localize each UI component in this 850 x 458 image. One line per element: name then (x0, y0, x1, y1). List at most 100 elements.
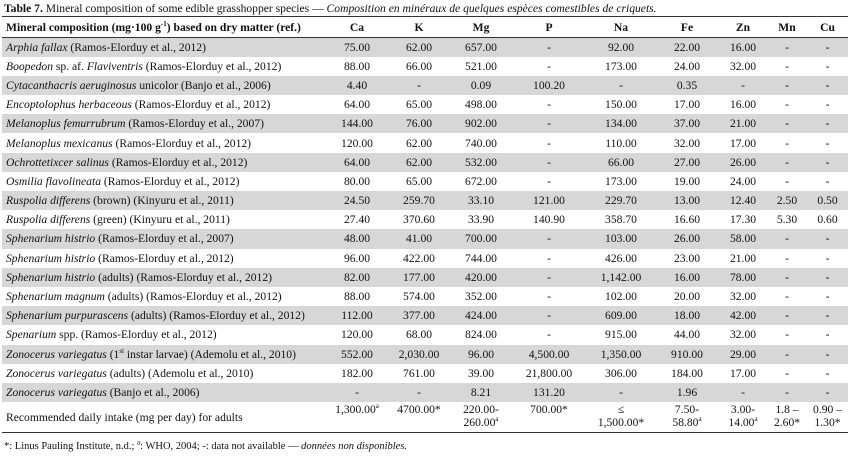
value-cell: - (619, 385, 623, 399)
value-cell: - (825, 385, 830, 399)
value-cell: 75.00 (343, 40, 371, 54)
value-cell: 173.00 (605, 174, 637, 188)
species-ref: (Ramos-Elorduy et al., 2012) (143, 290, 282, 304)
value-cell: - (547, 309, 551, 323)
value-cell: - (825, 232, 830, 246)
caption-label: Table 7. (4, 2, 43, 15)
recommended-value: 3.00- 14.00a (728, 403, 758, 429)
species-name-2: Flaviventris (86, 59, 143, 73)
value-cell: 532.00 (465, 155, 497, 169)
recommended-value: 1.8 –2.60* (773, 403, 801, 429)
value-cell: 182.00 (341, 366, 373, 380)
value-cell: - (825, 98, 830, 112)
species-cell: Spenarium spp. (Ramos-Elorduy et al., 20… (2, 325, 327, 344)
species-ref: (Ramos-Elorduy et al., 2012) (101, 174, 240, 188)
value-cell: 16.00 (729, 98, 757, 112)
header-fe: Fe (655, 16, 719, 38)
value-cell: - (785, 251, 789, 265)
species-ref: (Kinyuru et al., 2011) (126, 213, 230, 227)
species-detail-sup: st (119, 346, 125, 355)
value-cell: 33.10 (467, 194, 495, 208)
value-cell: 574.00 (403, 290, 435, 304)
species-name: Zonocerus variegatus (6, 347, 107, 361)
value-cell: 13.00 (673, 194, 701, 208)
value-cell: 700.00 (465, 232, 497, 246)
value-cell: 32.00 (729, 290, 757, 304)
value-cell: 66.00 (607, 155, 635, 169)
value-cell: 0.09 (470, 78, 492, 92)
value-cell: 44.00 (673, 328, 701, 342)
species-cell: Sphenarium histrio (adults) (Ramos-Elord… (2, 268, 327, 287)
species-detail: sp. af. (53, 59, 87, 73)
value-cell: 915.00 (605, 328, 637, 342)
value-cell: - (741, 385, 745, 399)
species-ref: (Ramos-Elorduy et al., 2012) (131, 98, 271, 112)
species-name: Sphenarium histrio (6, 251, 96, 265)
species-cell: Arphia fallax (Ramos-Elorduy et al., 201… (2, 38, 327, 57)
value-cell: 824.00 (465, 328, 497, 342)
species-cell: Sphenarium magnum (adults) (Ramos-Elordu… (2, 287, 327, 306)
recommended-value: 700.00* (530, 403, 568, 417)
header-mg: Mg (451, 16, 511, 38)
species-ref: (Ramos-Elorduy et al., 2012) (95, 251, 234, 265)
value-cell: 68.00 (405, 328, 433, 342)
value-cell: 27.40 (343, 213, 371, 227)
table-row: Sphenarium histrio (Ramos-Elorduy et al.… (2, 229, 848, 249)
value-cell: - (825, 136, 830, 150)
value-cell: 134.00 (605, 117, 637, 131)
value-cell: 17.00 (729, 136, 757, 150)
value-cell: - (785, 366, 789, 380)
value-cell: 424.00 (465, 309, 497, 323)
header-zn: Zn (719, 16, 767, 38)
value-cell: - (547, 270, 551, 284)
species-cell: Melanoplus femurrubrum (Ramos-Elorduy et… (2, 114, 327, 133)
value-cell: 21,800.00 (525, 366, 573, 380)
value-cell: 21.00 (729, 251, 757, 265)
value-cell: 17.00 (673, 98, 701, 112)
species-ref: (Banjo et al., 2006) (106, 385, 200, 399)
value-cell: 16.00 (729, 40, 757, 54)
value-cell: 66.00 (405, 59, 433, 73)
recommended-label: Recommended daily intake (mg per day) fo… (6, 410, 243, 424)
value-cell: - (547, 328, 551, 342)
table-row: Arphia fallax (Ramos-Elorduy et al., 201… (2, 37, 848, 57)
value-cell: 96.00 (343, 251, 371, 265)
species-cell: Sphenarium histrio (Ramos-Elorduy et al.… (2, 229, 327, 248)
header-row: Mineral composition (mg·100 g-1) based o… (2, 16, 848, 38)
value-cell: 377.00 (403, 309, 435, 323)
header-na: Na (587, 16, 655, 38)
value-cell: - (547, 251, 551, 265)
species-ref: (Ramos-Elorduy et al., 2007) (125, 117, 264, 131)
table-footnote: *: Linus Pauling Institute, n.d.; a: WHO… (4, 438, 408, 452)
species-detail: (green) (90, 213, 127, 227)
value-cell: 150.00 (605, 98, 637, 112)
value-cell: 902.00 (465, 117, 497, 131)
value-cell: 1,350.00 (600, 347, 642, 361)
species-cell: Cytacanthacris aeruginosus unicolor (Ban… (2, 76, 327, 95)
value-cell: - (785, 59, 789, 73)
value-cell: 41.00 (405, 232, 433, 246)
species-name: Melanoplus femurrubrum (6, 117, 126, 131)
value-cell: 370.60 (403, 213, 435, 227)
value-cell: 64.00 (343, 155, 371, 169)
value-cell: - (547, 232, 551, 246)
species-detail-2: instar larvae) (124, 347, 188, 361)
species-cell: Ruspolia differens (green) (Kinyuru et a… (2, 210, 327, 229)
species-ref: (Ramos-Elorduy et al., 2012) (112, 136, 252, 150)
table-row: Sphenarium magnum (adults) (Ramos-Elordu… (2, 287, 848, 306)
value-cell: 102.00 (605, 290, 637, 304)
table-row: Ochrottetixcer salinus (Ramos-Elorduy et… (2, 152, 848, 172)
value-cell: 65.00 (405, 174, 433, 188)
value-cell: - (825, 347, 830, 361)
value-cell: 4.40 (346, 78, 368, 92)
header-cu: Cu (807, 16, 848, 38)
value-cell: 1.96 (676, 385, 698, 399)
header-mn: Mn (767, 16, 807, 38)
table-row: Melanoplus femurrubrum (Ramos-Elorduy et… (2, 114, 848, 134)
value-cell: 672.00 (465, 174, 497, 188)
value-cell: 88.00 (343, 59, 371, 73)
value-cell: - (825, 309, 830, 323)
value-cell: 17.00 (729, 366, 757, 380)
value-cell: - (825, 59, 830, 73)
mineral-table: Mineral composition (mg·100 g-1) based o… (2, 16, 848, 433)
